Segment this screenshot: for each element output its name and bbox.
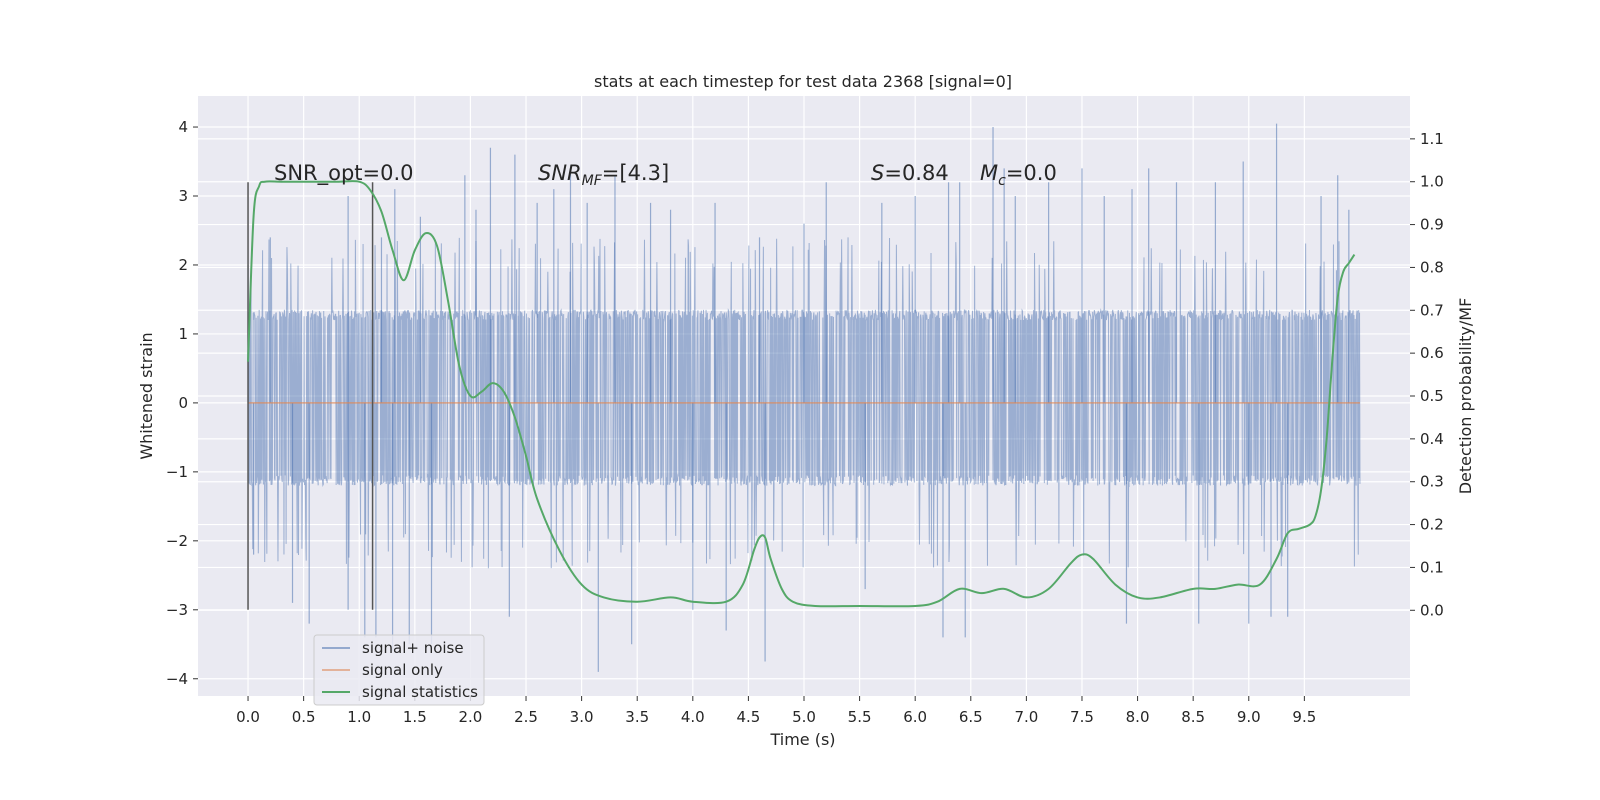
annotation-s: S=0.84 <box>871 161 949 185</box>
signal-statistics-series <box>247 180 1356 608</box>
x-tick-label: 2.0 <box>458 708 482 726</box>
annotation-snr-opt: SNR_opt=0.0 <box>274 161 414 186</box>
y-tick-label: 4 <box>178 118 188 136</box>
x-tick-label: 8.5 <box>1181 708 1205 726</box>
x-tick-label: 9.5 <box>1292 708 1316 726</box>
y-right-tick-label: 0.1 <box>1420 558 1444 576</box>
y-axis-label: Whitened strain <box>137 332 156 459</box>
y-right-tick-label: 0.5 <box>1420 387 1444 405</box>
annotation-snr-mf-subscript: MF <box>582 173 603 189</box>
y-right-axis-label: Detection probability/MF <box>1456 298 1475 495</box>
x-tick-label: 1.0 <box>347 708 371 726</box>
x-tick-label: 5.5 <box>848 708 872 726</box>
y-right-tick-label: 1.1 <box>1420 130 1444 148</box>
legend: signal+ noise signal only signal statist… <box>313 634 485 706</box>
y-right-tick-label: 0.4 <box>1420 430 1444 448</box>
annotation-s-symbol: S <box>871 161 884 185</box>
x-tick-label: 8.0 <box>1126 708 1150 726</box>
x-tick-label: 7.0 <box>1014 708 1038 726</box>
y-right-axis-ticks: 1.1 1.0 0.9 0.8 0.7 0.6 0.5 0.4 0.3 0.2 0.1 0.0 <box>1410 130 1444 619</box>
annotation-s-value: =0.84 <box>884 161 948 185</box>
x-tick-label: 6.5 <box>959 708 983 726</box>
x-tick-label: 3.0 <box>570 708 594 726</box>
x-tick-label: 4.0 <box>681 708 705 726</box>
y-right-tick-label: 0.3 <box>1420 473 1444 491</box>
y-right-tick-label: 1.0 <box>1420 173 1444 191</box>
signal-plus-noise-series <box>247 123 1361 672</box>
y-tick-label: −4 <box>166 670 188 688</box>
annotation-snr-mf-value: =[4.3] <box>602 161 669 185</box>
annotation-mc-subscript: c <box>998 173 1006 189</box>
statistics-line <box>247 180 1356 608</box>
x-tick-label: 0.0 <box>236 708 260 726</box>
y-right-tick-label: 0.9 <box>1420 216 1444 234</box>
x-tick-label: 3.5 <box>625 708 649 726</box>
annotation-mc-symbol: M <box>980 161 998 185</box>
y-tick-label: 2 <box>178 256 188 274</box>
vertical-marker-lines <box>247 182 374 610</box>
x-tick-label: 7.5 <box>1070 708 1094 726</box>
y-tick-label: −3 <box>166 601 188 619</box>
y-tick-label: −2 <box>166 532 188 550</box>
x-tick-label: 1.5 <box>403 708 427 726</box>
y-axis-ticks: 4 3 2 1 0 −1 −2 −3 −4 <box>166 118 198 688</box>
y-tick-label: 3 <box>178 187 188 205</box>
x-axis-ticks: 0.0 0.5 1.0 1.5 2.0 2.5 3.0 3.5 4.0 4.5 5.0 5.5 6.0 6… <box>236 696 1316 726</box>
legend-label-statistics: signal statistics <box>362 683 478 701</box>
y-right-tick-label: 0.8 <box>1420 258 1444 276</box>
annotation-mc-value: =0.0 <box>1006 161 1057 185</box>
legend-label-noise: signal+ noise <box>362 639 464 657</box>
chart-title: stats at each timestep for test data 236… <box>594 72 1012 91</box>
x-tick-label: 0.5 <box>292 708 316 726</box>
annotation-snr-mf: SNRMF=[4.3] <box>538 161 669 189</box>
annotations: SNR_opt=0.0 SNRMF=[4.3] S=0.84 Mc=0.0 <box>274 161 1057 189</box>
x-tick-label: 9.0 <box>1237 708 1261 726</box>
x-tick-label: 2.5 <box>514 708 538 726</box>
legend-label-signal: signal only <box>362 661 443 679</box>
x-tick-label: 6.0 <box>903 708 927 726</box>
annotation-mc: Mc=0.0 <box>980 161 1057 189</box>
x-tick-label: 4.5 <box>736 708 760 726</box>
x-tick-label: 5.0 <box>792 708 816 726</box>
y-right-tick-label: 0.0 <box>1420 601 1444 619</box>
y-right-tick-label: 0.7 <box>1420 301 1444 319</box>
x-axis-label: Time (s) <box>769 730 835 749</box>
y-tick-label: 1 <box>178 325 188 343</box>
y-tick-label: 0 <box>178 394 188 412</box>
legend-box <box>313 634 485 706</box>
y-tick-label: −1 <box>166 463 188 481</box>
annotation-snr-mf-symbol: SNR <box>538 161 582 185</box>
y-right-tick-label: 0.2 <box>1420 516 1444 534</box>
y-right-tick-label: 0.6 <box>1420 344 1444 362</box>
